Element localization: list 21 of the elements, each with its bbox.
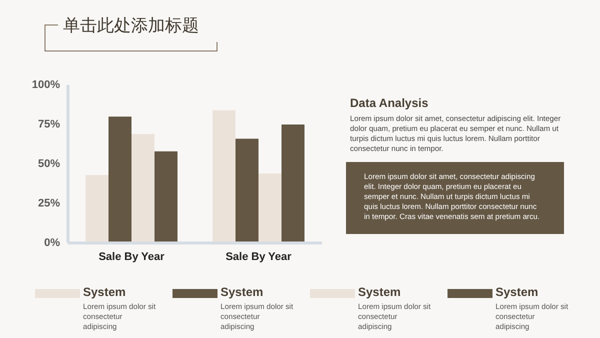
bar [108, 116, 132, 243]
y-tick-label: 50% [38, 158, 60, 170]
bar [154, 151, 178, 243]
legend-label: System [83, 285, 126, 299]
y-tick-label: 25% [38, 197, 60, 210]
bar [236, 138, 258, 243]
x-tick-label: Sale By Year [98, 251, 166, 263]
bar [132, 134, 154, 243]
chart-title: 单击此处添加标题 [63, 15, 199, 37]
legend-label: System [496, 285, 538, 299]
y-tick-label: 0% [44, 236, 60, 249]
legend-label: System [220, 285, 264, 299]
bar [86, 175, 108, 243]
legend-label: System [358, 285, 401, 299]
text: Data Analysis [350, 96, 428, 110]
bar [258, 173, 282, 243]
bar [212, 110, 236, 243]
y-tick-label: 75% [38, 118, 60, 130]
bar [282, 124, 304, 243]
y-tick-label: 100% [32, 78, 60, 91]
x-tick-label: Sale By Year [226, 251, 292, 263]
